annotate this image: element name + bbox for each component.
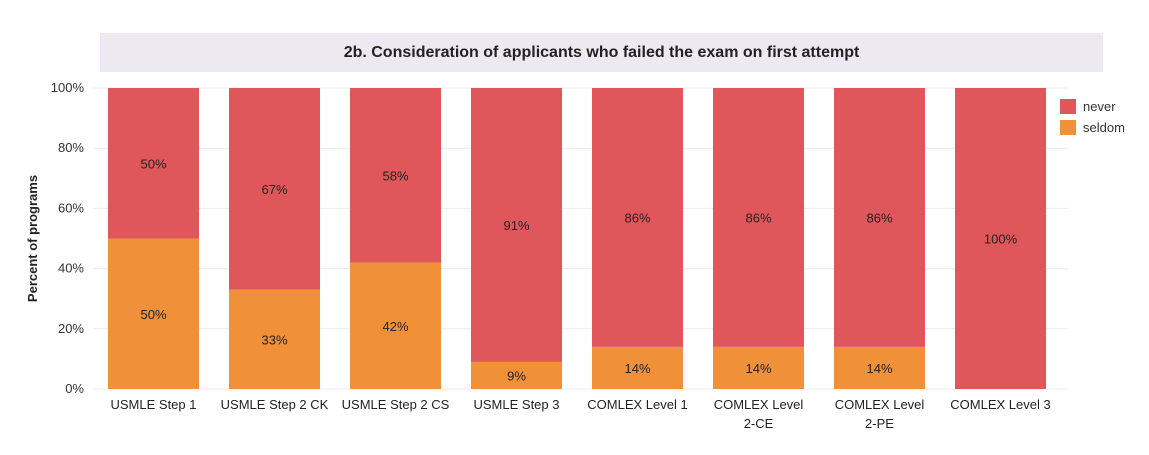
data-label-seldom: 14% xyxy=(866,361,892,376)
bar-seldom xyxy=(592,346,683,389)
bar-never xyxy=(955,88,1046,389)
bar-seldom xyxy=(229,289,320,389)
y-axis-title: Percent of programs xyxy=(25,175,40,302)
bar-seldom xyxy=(108,238,199,389)
bar-seldom xyxy=(834,346,925,389)
legend-label-never: never xyxy=(1083,99,1116,114)
x-tick-label: 2-CE xyxy=(744,416,774,431)
chart-title-bar: 2b. Consideration of applicants who fail… xyxy=(100,33,1103,72)
bar-seldom xyxy=(713,346,804,389)
data-label-never: 58% xyxy=(382,168,408,183)
data-label-never: 86% xyxy=(624,210,650,225)
y-tick-label: 40% xyxy=(58,261,84,276)
x-tick-label: COMLEX Level 1 xyxy=(587,397,687,412)
x-tick-label: COMLEX Level xyxy=(835,397,925,412)
bar-seldom xyxy=(471,361,562,389)
data-label-never: 86% xyxy=(745,210,771,225)
x-tick-label: USMLE Step 3 xyxy=(474,397,560,412)
data-label-seldom: 9% xyxy=(507,368,526,383)
bar-never xyxy=(713,88,804,347)
y-tick-label: 60% xyxy=(58,200,84,215)
data-label-seldom: 42% xyxy=(382,319,408,334)
data-label-seldom: 33% xyxy=(261,332,287,347)
legend-item-seldom[interactable]: seldom xyxy=(1060,117,1125,138)
legend: never seldom xyxy=(1060,96,1125,138)
data-label-never: 86% xyxy=(866,210,892,225)
data-label-never: 100% xyxy=(984,232,1018,247)
x-tick-label: USMLE Step 1 xyxy=(111,397,197,412)
legend-item-never[interactable]: never xyxy=(1060,96,1125,117)
legend-swatch-never xyxy=(1060,99,1076,114)
data-label-never: 67% xyxy=(261,182,287,197)
bar-never xyxy=(229,88,320,290)
bar-never xyxy=(471,88,562,362)
x-tick-label: COMLEX Level xyxy=(714,397,804,412)
y-tick-label: 20% xyxy=(58,321,84,336)
data-label-seldom: 14% xyxy=(745,361,771,376)
chart-title: 2b. Consideration of applicants who fail… xyxy=(343,43,860,61)
data-label-never: 91% xyxy=(503,218,529,233)
x-tick-label: COMLEX Level 3 xyxy=(950,397,1050,412)
x-tick-label: USMLE Step 2 CS xyxy=(342,397,450,412)
y-tick-label: 100% xyxy=(51,80,85,95)
bar-never xyxy=(350,88,441,263)
data-label-seldom: 50% xyxy=(140,307,166,322)
data-label-seldom: 14% xyxy=(624,361,650,376)
y-tick-label: 0% xyxy=(65,381,84,396)
x-tick-label: 2-PE xyxy=(865,416,894,431)
bar-seldom xyxy=(350,262,441,389)
data-label-never: 50% xyxy=(140,156,166,171)
bar-never xyxy=(834,88,925,347)
bar-never xyxy=(592,88,683,347)
bar-never xyxy=(108,88,199,239)
y-tick-label: 80% xyxy=(58,140,84,155)
legend-swatch-seldom xyxy=(1060,120,1076,135)
legend-label-seldom: seldom xyxy=(1083,120,1125,135)
x-tick-label: USMLE Step 2 CK xyxy=(221,397,329,412)
